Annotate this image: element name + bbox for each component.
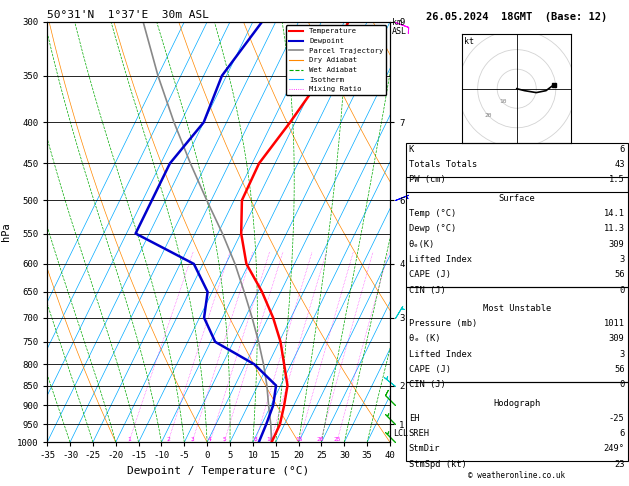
Text: 2: 2: [166, 437, 170, 442]
Text: 1: 1: [127, 437, 131, 442]
Text: Most Unstable: Most Unstable: [482, 304, 551, 313]
Text: 20: 20: [485, 113, 493, 118]
Text: 5: 5: [222, 437, 226, 442]
Text: CIN (J): CIN (J): [409, 285, 445, 295]
Text: 3: 3: [620, 255, 625, 264]
Y-axis label: hPa: hPa: [1, 223, 11, 242]
Text: Temp (°C): Temp (°C): [409, 209, 456, 218]
Text: 6: 6: [620, 429, 625, 438]
Text: 0: 0: [620, 380, 625, 389]
Text: -25: -25: [609, 414, 625, 423]
Legend: Temperature, Dewpoint, Parcel Trajectory, Dry Adiabat, Wet Adiabat, Isotherm, Mi: Temperature, Dewpoint, Parcel Trajectory…: [286, 25, 386, 95]
Text: 249°: 249°: [604, 444, 625, 453]
Text: CAPE (J): CAPE (J): [409, 270, 451, 279]
Text: 1.5: 1.5: [609, 175, 625, 185]
Text: 20: 20: [316, 437, 324, 442]
Text: 0: 0: [620, 285, 625, 295]
Text: 10: 10: [267, 437, 274, 442]
Text: 8: 8: [253, 437, 257, 442]
X-axis label: Dewpoint / Temperature (°C): Dewpoint / Temperature (°C): [128, 466, 309, 476]
Text: Lifted Index: Lifted Index: [409, 349, 472, 359]
Text: 3: 3: [620, 349, 625, 359]
Text: 11.3: 11.3: [604, 224, 625, 233]
Text: LCL: LCL: [393, 429, 408, 438]
Text: EH: EH: [409, 414, 420, 423]
Text: 50°31'N  1°37'E  30m ASL: 50°31'N 1°37'E 30m ASL: [47, 10, 209, 20]
Text: 309: 309: [609, 334, 625, 344]
Text: 1011: 1011: [604, 319, 625, 328]
Text: Hodograph: Hodograph: [493, 399, 540, 408]
Text: 3: 3: [190, 437, 194, 442]
Text: SREH: SREH: [409, 429, 430, 438]
Text: 56: 56: [614, 365, 625, 374]
Text: 26.05.2024  18GMT  (Base: 12): 26.05.2024 18GMT (Base: 12): [426, 12, 608, 22]
Text: 23: 23: [614, 460, 625, 469]
Text: © weatheronline.co.uk: © weatheronline.co.uk: [468, 471, 565, 480]
Text: 309: 309: [609, 240, 625, 249]
Text: Totals Totals: Totals Totals: [409, 160, 477, 169]
Text: km
ASL: km ASL: [392, 18, 407, 36]
Text: Dewp (°C): Dewp (°C): [409, 224, 456, 233]
Text: PW (cm): PW (cm): [409, 175, 445, 185]
Text: Lifted Index: Lifted Index: [409, 255, 472, 264]
Text: CIN (J): CIN (J): [409, 380, 445, 389]
Text: StmSpd (kt): StmSpd (kt): [409, 460, 467, 469]
Text: θₑ(K): θₑ(K): [409, 240, 435, 249]
Text: 56: 56: [614, 270, 625, 279]
Text: Surface: Surface: [498, 193, 535, 203]
Text: StmDir: StmDir: [409, 444, 440, 453]
Text: 14.1: 14.1: [604, 209, 625, 218]
Text: 6: 6: [620, 145, 625, 154]
Text: 25: 25: [333, 437, 340, 442]
Text: CAPE (J): CAPE (J): [409, 365, 451, 374]
Text: 4: 4: [208, 437, 212, 442]
Text: K: K: [409, 145, 414, 154]
Text: Pressure (mb): Pressure (mb): [409, 319, 477, 328]
Text: kt: kt: [464, 37, 474, 46]
Text: 43: 43: [614, 160, 625, 169]
Text: 15: 15: [296, 437, 303, 442]
Text: θₑ (K): θₑ (K): [409, 334, 440, 344]
Text: 10: 10: [499, 99, 506, 104]
